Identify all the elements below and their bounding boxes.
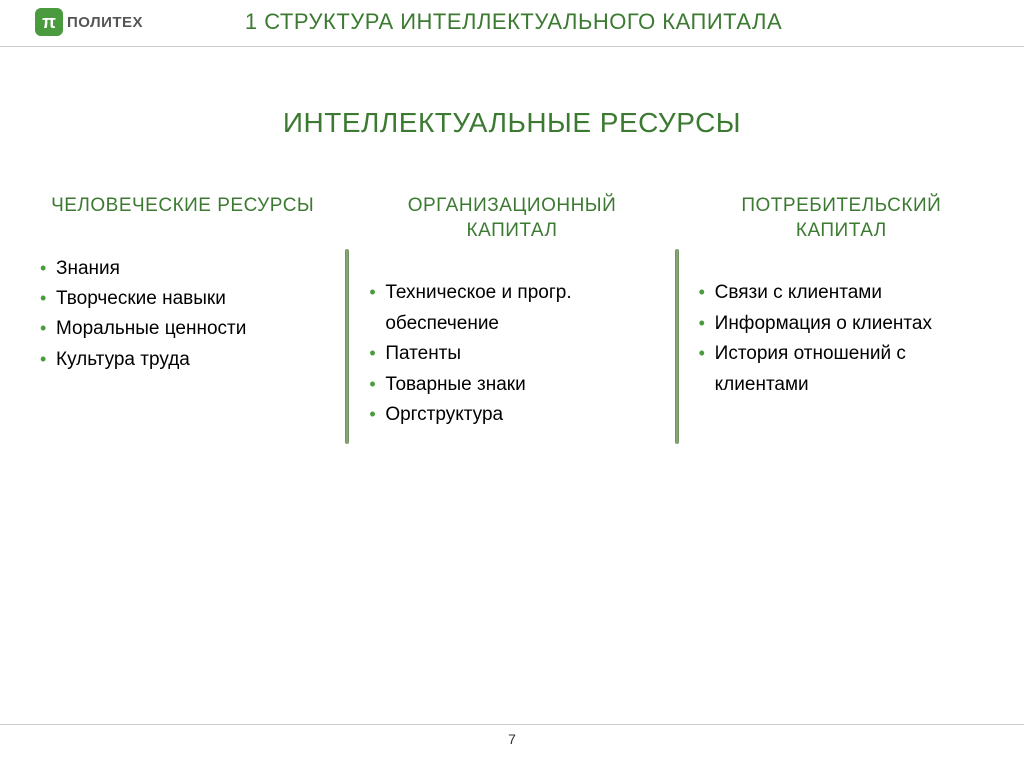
list-item: Культура труда: [38, 345, 327, 375]
column-list: Знания Творческие навыки Моральные ценно…: [38, 254, 327, 376]
column-list: Техническое и прогр. обеспечение Патенты…: [367, 278, 656, 430]
column-consumer-capital: ПОТРЕБИТЕЛЬСКИЙ КАПИТАЛ Связи с клиентам…: [679, 194, 1004, 444]
list-item: История отношений с клиентами: [697, 339, 986, 400]
list-item: Моральные ценности: [38, 314, 327, 344]
page-number: 7: [0, 724, 1024, 747]
slide-title: 1 СТРУКТУРА ИНТЕЛЛЕКТУАЛЬНОГО КАПИТАЛА: [23, 9, 1004, 35]
subtitle: ИНТЕЛЛЕКТУАЛЬНЫЕ РЕСУРСЫ: [0, 107, 1024, 139]
column-title: ОРГАНИЗАЦИОННЫЙ КАПИТАЛ: [367, 194, 656, 243]
column-organizational-capital: ОРГАНИЗАЦИОННЫЙ КАПИТАЛ Техническое и пр…: [349, 194, 674, 444]
list-item: Патенты: [367, 339, 656, 369]
list-item: Информация о клиентах: [697, 309, 986, 339]
column-human-resources: ЧЕЛОВЕЧЕСКИЕ РЕСУРСЫ Знания Творческие н…: [20, 194, 345, 444]
list-item: Связи с клиентами: [697, 278, 986, 308]
column-list: Связи с клиентами Информация о клиентах …: [697, 278, 986, 400]
list-item: Техническое и прогр. обеспечение: [367, 278, 656, 339]
list-item: Знания: [38, 254, 327, 284]
column-title: ПОТРЕБИТЕЛЬСКИЙ КАПИТАЛ: [697, 194, 986, 243]
list-item: Товарные знаки: [367, 370, 656, 400]
column-title: ЧЕЛОВЕЧЕСКИЕ РЕСУРСЫ: [38, 194, 327, 219]
list-item: Оргструктура: [367, 400, 656, 430]
columns-container: ЧЕЛОВЕЧЕСКИЕ РЕСУРСЫ Знания Творческие н…: [0, 194, 1024, 444]
list-item: Творческие навыки: [38, 284, 327, 314]
header: π ПОЛИТЕХ 1 СТРУКТУРА ИНТЕЛЛЕКТУАЛЬНОГО …: [0, 0, 1024, 47]
